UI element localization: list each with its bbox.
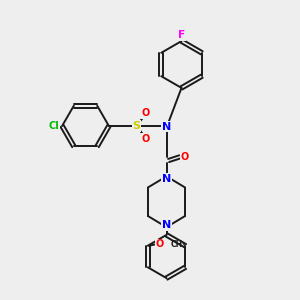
Text: CH₃: CH₃ (171, 240, 186, 249)
Text: O: O (155, 239, 163, 249)
Text: N: N (162, 173, 171, 184)
Text: N: N (162, 220, 171, 230)
Text: Cl: Cl (48, 121, 59, 131)
Text: F: F (178, 30, 185, 40)
Text: O: O (180, 152, 188, 162)
Text: O: O (142, 108, 150, 118)
Text: N: N (162, 122, 171, 132)
Text: O: O (142, 134, 150, 144)
Text: S: S (133, 121, 140, 131)
